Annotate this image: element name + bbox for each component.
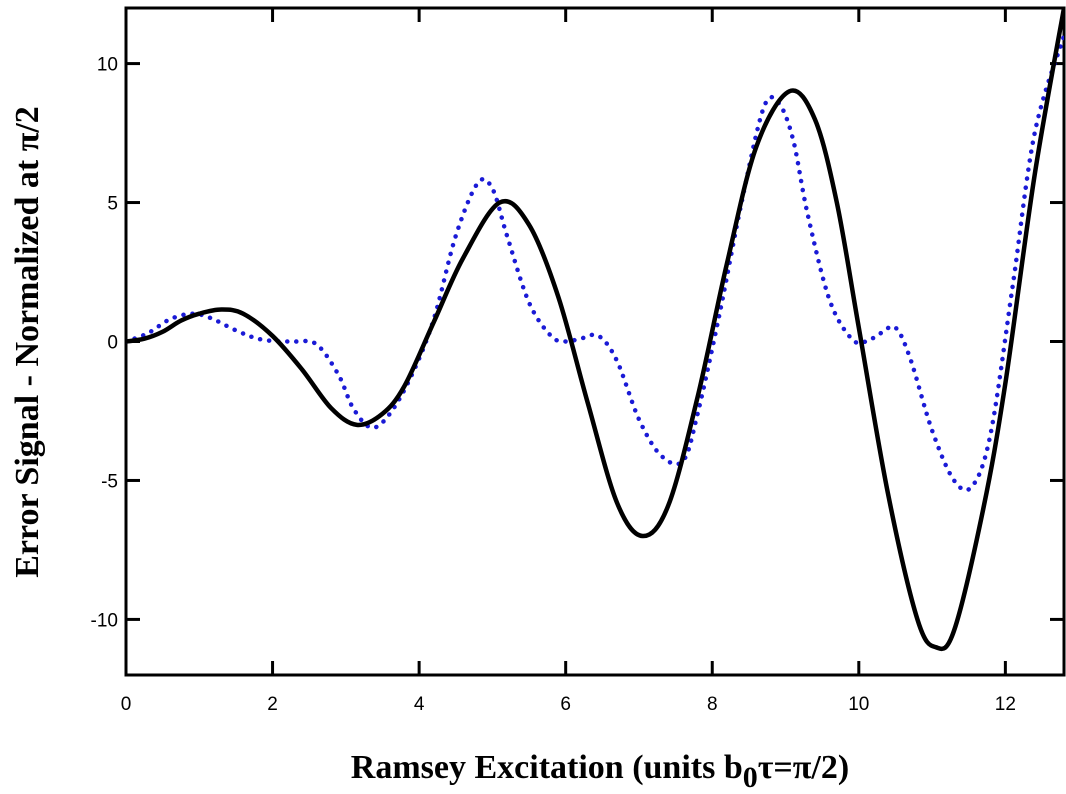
series-line-solid: [126, 8, 1064, 652]
x-tick-label: 8: [707, 694, 718, 715]
series-layer: [126, 8, 1064, 652]
x-axis-title-main: Ramsey Excitation (units b: [351, 749, 743, 786]
y-tick-label: -10: [91, 610, 118, 631]
y-tick-label: 5: [107, 194, 118, 215]
plot-frame: [124, 6, 1066, 677]
series-line-dotted: [126, 33, 1064, 493]
x-tick-label: 6: [560, 694, 571, 715]
x-tick-label: 10: [848, 694, 869, 715]
x-tick-label: 0: [121, 694, 132, 715]
x-axis-title-subscript: 0: [743, 761, 758, 794]
axes-frame: [124, 6, 1066, 677]
y-tick-label: 10: [97, 55, 118, 76]
y-tick-label: -5: [101, 471, 118, 492]
x-tick-label: 2: [267, 694, 278, 715]
x-tick-label: 12: [995, 694, 1016, 715]
y-ticks: -10 -5 0 5 10: [91, 55, 1064, 631]
x-axis-title: Ramsey Excitation (units b0τ=π/2): [351, 749, 849, 794]
x-ticks: 0 2 4 6 8 10 12: [121, 8, 1016, 715]
y-tick-label: 0: [107, 333, 118, 354]
x-tick-label: 4: [414, 694, 425, 715]
x-axis-title-tail: τ=π/2): [758, 749, 849, 786]
y-axis-title: Error Signal - Normalized at π/2: [9, 106, 46, 578]
